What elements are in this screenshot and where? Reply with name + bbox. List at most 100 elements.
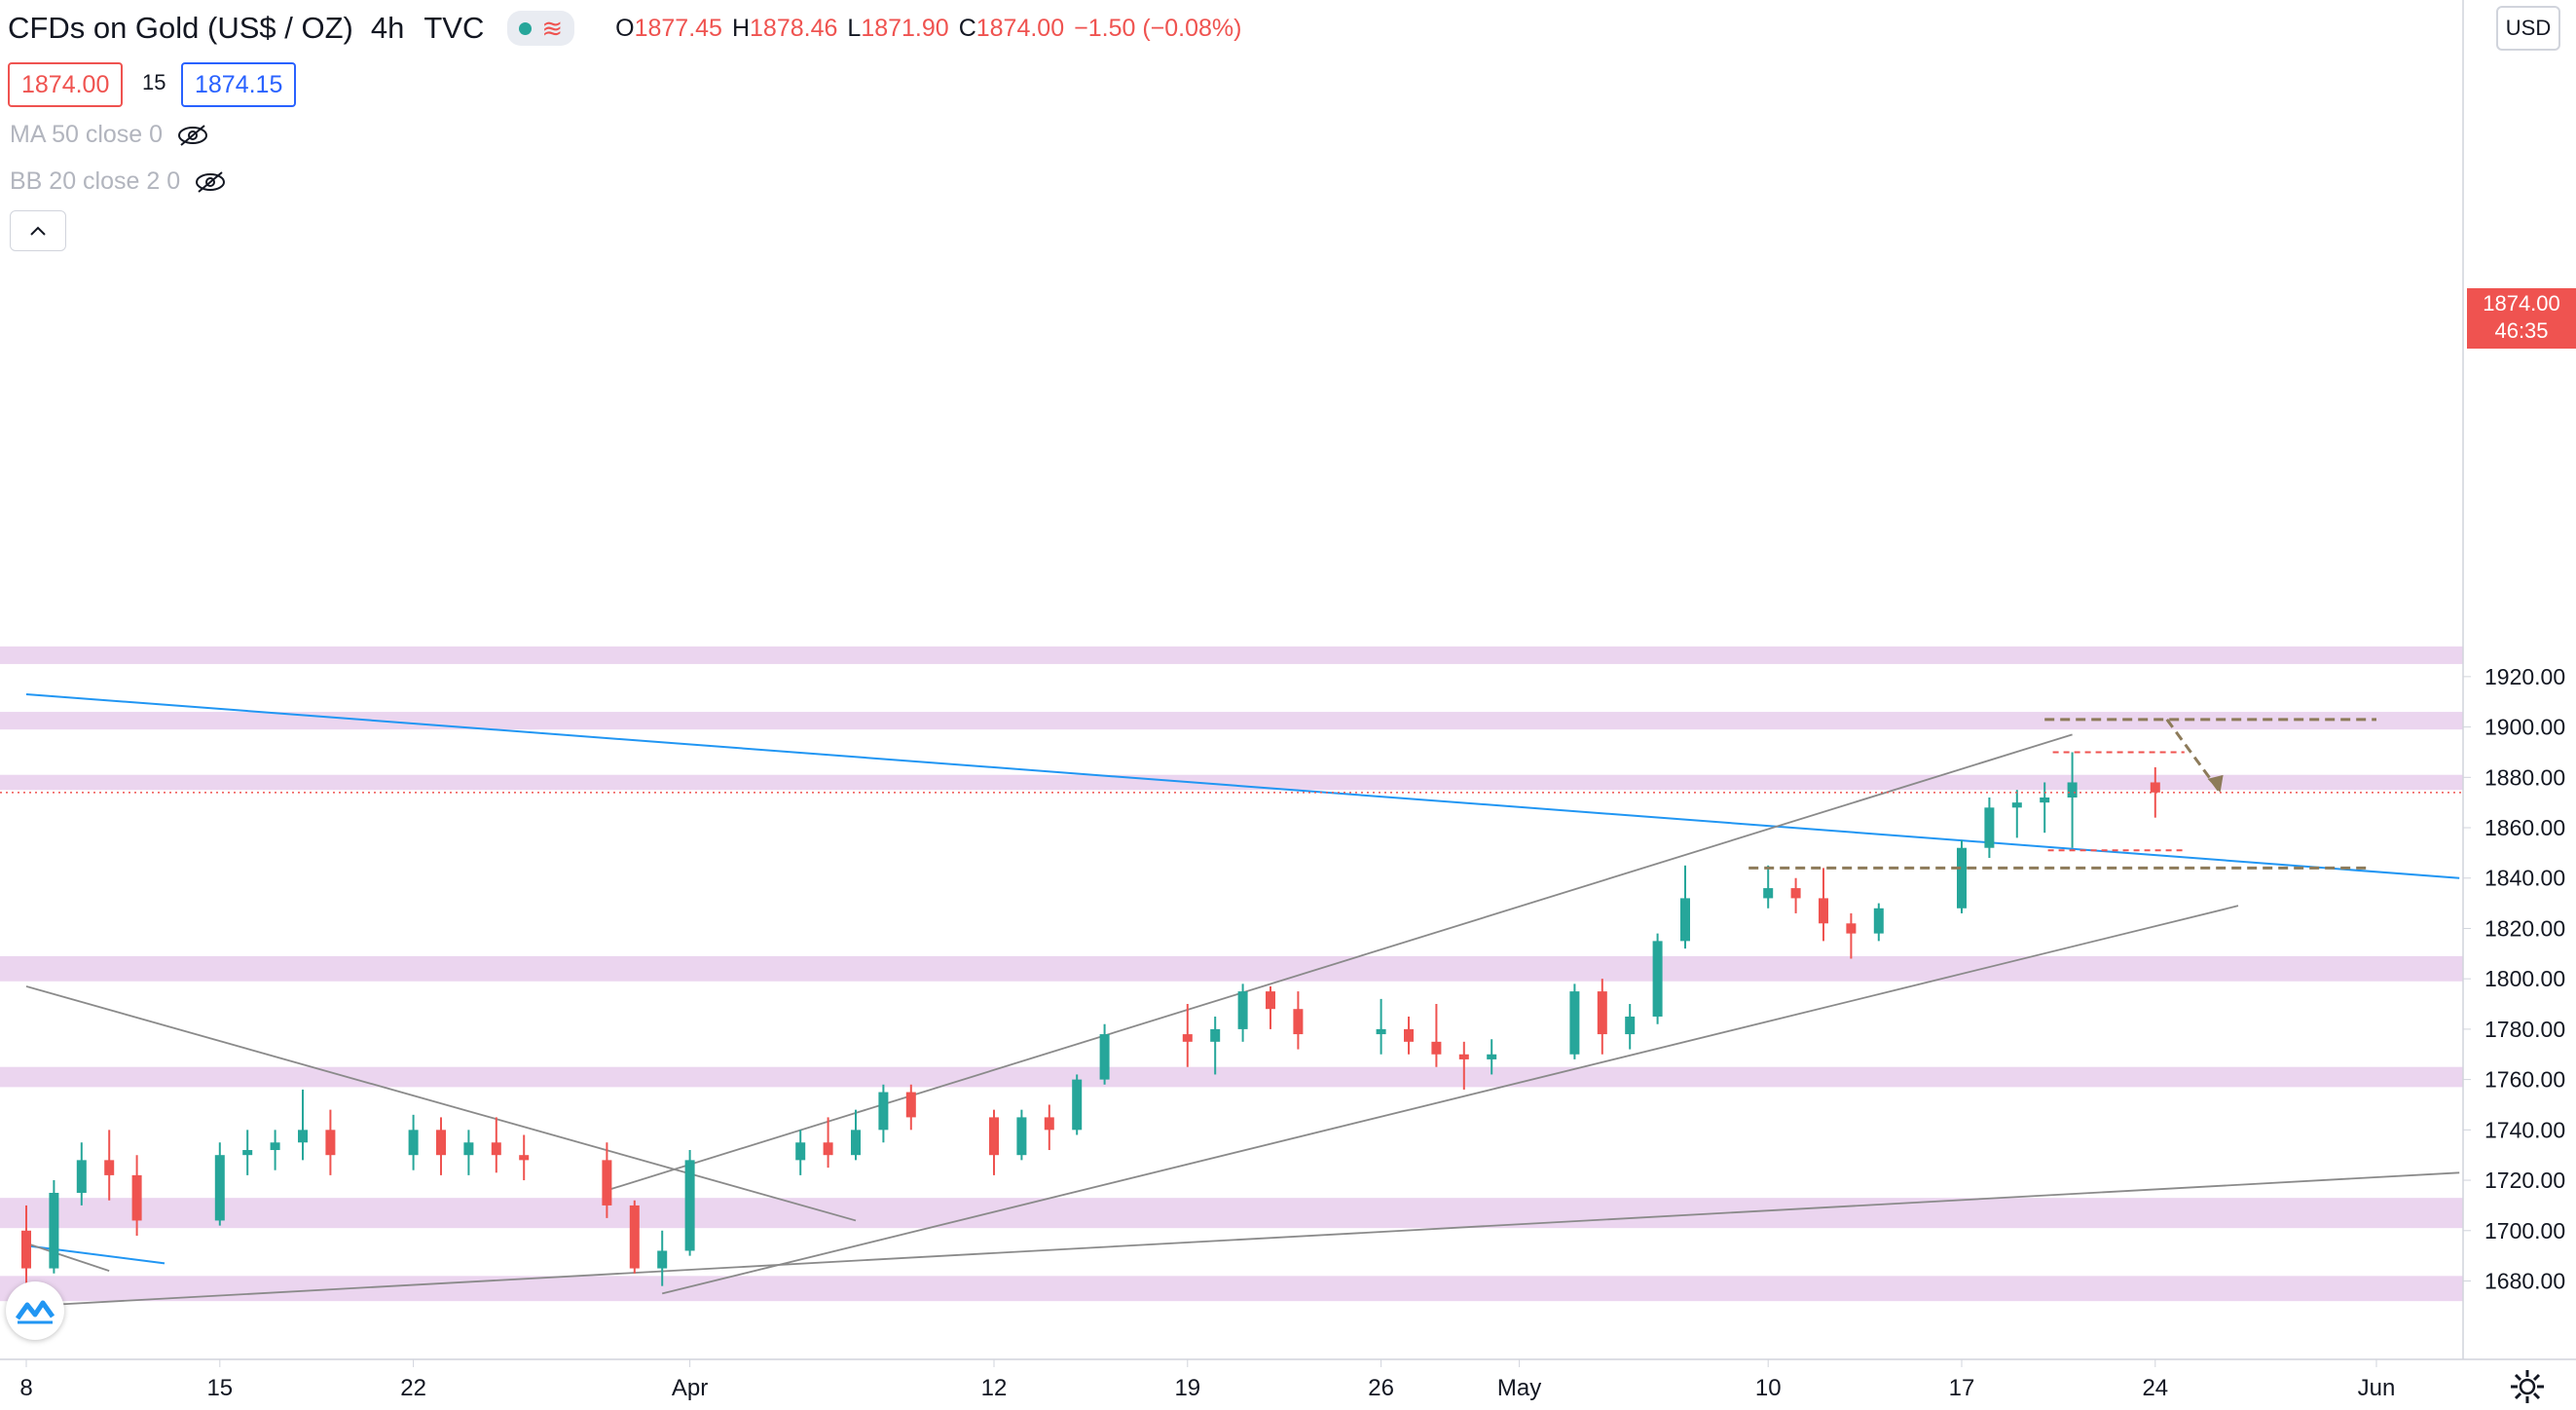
time-tick-label: 15	[206, 1375, 233, 1401]
support-resistance-zone	[0, 646, 2463, 664]
indicator-ma50[interactable]: MA 50 close 0	[10, 121, 209, 149]
interval-label[interactable]: 4h	[370, 11, 405, 45]
time-tick-label: 12	[981, 1375, 1008, 1401]
symbol-title[interactable]: CFDs on Gold (US$ / OZ)	[8, 11, 353, 45]
indicator-label: BB 20 close 2 0	[10, 167, 181, 195]
tradingview-logo-icon[interactable]	[6, 1281, 64, 1340]
candle-body	[298, 1130, 308, 1143]
candle-body	[1099, 1034, 1110, 1080]
time-tick-label: Apr	[672, 1375, 708, 1401]
indicator-label: MA 50 close 0	[10, 121, 164, 148]
spread-value: 15	[142, 70, 166, 94]
drawing-annotations	[0, 718, 2463, 870]
support-resistance-zone	[0, 774, 2463, 791]
support-resistance-zone	[0, 1198, 2463, 1229]
price-tick-label: 1800.00	[2484, 966, 2565, 991]
candle-body	[684, 1160, 695, 1251]
candle-body	[851, 1130, 861, 1156]
candle-body	[1210, 1028, 1221, 1042]
candle-body	[1597, 991, 1607, 1035]
currency-button[interactable]: USD	[2496, 6, 2560, 51]
candle-body	[49, 1192, 59, 1269]
candle-body	[1846, 923, 1857, 934]
time-tick-label: 17	[1949, 1375, 1975, 1401]
time-tick-label: 24	[2142, 1375, 2168, 1401]
candle-body	[1790, 888, 1801, 899]
candle-body	[2067, 782, 2078, 798]
price-tick-label: 1700.00	[2484, 1218, 2565, 1243]
bar-countdown: 46:35	[2494, 318, 2549, 343]
chevron-up-icon	[30, 226, 46, 236]
eye-crossed-icon[interactable]	[194, 170, 227, 193]
candlestick-series	[21, 752, 2160, 1286]
price-tick-label: 1860.00	[2484, 815, 2565, 840]
candle-body	[104, 1160, 115, 1175]
candle-body	[2040, 797, 2050, 803]
eye-crossed-icon[interactable]	[176, 124, 209, 146]
price-tick-label: 1880.00	[2484, 764, 2565, 790]
high-value: 1878.46	[750, 14, 838, 42]
candle-body	[989, 1117, 999, 1156]
candle-body	[602, 1160, 612, 1206]
candle-body	[1652, 941, 1663, 1017]
gear-icon[interactable]	[2508, 1367, 2547, 1406]
price-tick-label: 1920.00	[2484, 664, 2565, 689]
candle-body	[657, 1250, 668, 1269]
time-tick-label: May	[1497, 1375, 1541, 1401]
candle-body	[1404, 1028, 1414, 1042]
candle-body	[1376, 1028, 1386, 1035]
candle-body	[1984, 807, 1995, 848]
candle-body	[795, 1142, 806, 1161]
candle-body	[1044, 1117, 1054, 1131]
time-tick-label: 8	[19, 1375, 32, 1401]
short-grey-trendline	[25, 1242, 110, 1273]
upper-channel-line	[607, 733, 2073, 1192]
candle-body	[76, 1160, 87, 1193]
indicator-bb20[interactable]: BB 20 close 2 0	[10, 167, 227, 196]
candle-body	[325, 1130, 336, 1156]
collapse-legend-button[interactable]	[10, 210, 66, 251]
candle-body	[519, 1155, 530, 1161]
sell-price-button[interactable]: 1874.00	[8, 62, 124, 107]
candle-body	[1182, 1034, 1193, 1042]
candle-body	[408, 1130, 419, 1156]
projection-arrow-head	[2207, 774, 2224, 793]
candle-body	[1763, 888, 1774, 899]
open-value: 1877.45	[634, 14, 722, 42]
candle-body	[1293, 1009, 1304, 1035]
time-tick-label: 10	[1755, 1375, 1782, 1401]
candle-body	[131, 1174, 142, 1221]
price-tick-label: 1820.00	[2484, 915, 2565, 941]
candle-body	[1458, 1054, 1469, 1059]
price-tick-label: 1900.00	[2484, 715, 2565, 740]
last-price-label: 1874.00 46:35	[2467, 288, 2576, 349]
candle-body	[1819, 898, 1828, 924]
price-tick-label: 1740.00	[2484, 1117, 2565, 1142]
candle-body	[878, 1092, 889, 1131]
support-resistance-zone	[0, 955, 2463, 982]
time-tick-label: 19	[1174, 1375, 1200, 1401]
resistance-zones	[0, 646, 2463, 1302]
candle-body	[463, 1142, 474, 1156]
ohlc-values: O1877.45 H1878.46 L1871.90 C1874.00 −1.5…	[615, 14, 1242, 42]
descending-grey-trendline	[25, 985, 857, 1222]
low-value: 1871.90	[861, 14, 949, 42]
price-tick-label: 1840.00	[2484, 866, 2565, 891]
change-value: −1.50 (−0.08%)	[1074, 14, 1242, 42]
last-price-value: 1874.00	[2483, 291, 2560, 315]
candle-body	[242, 1150, 253, 1156]
candle-body	[1072, 1079, 1083, 1131]
long-support-line	[25, 1171, 2460, 1308]
market-open-dot-icon	[519, 21, 533, 35]
candle-body	[214, 1155, 225, 1221]
time-tick-label: 22	[400, 1375, 426, 1401]
market-status[interactable]: ≋	[507, 11, 575, 46]
buy-price-button[interactable]: 1874.15	[181, 62, 297, 107]
candle-body	[905, 1092, 916, 1118]
time-tick-label: 26	[1368, 1375, 1394, 1401]
chart-legend-header: CFDs on Gold (US$ / OZ) 4h TVC ≋ O1877.4…	[8, 8, 1241, 49]
trendlines	[25, 692, 2460, 1308]
data-delay-icon: ≋	[541, 14, 564, 43]
